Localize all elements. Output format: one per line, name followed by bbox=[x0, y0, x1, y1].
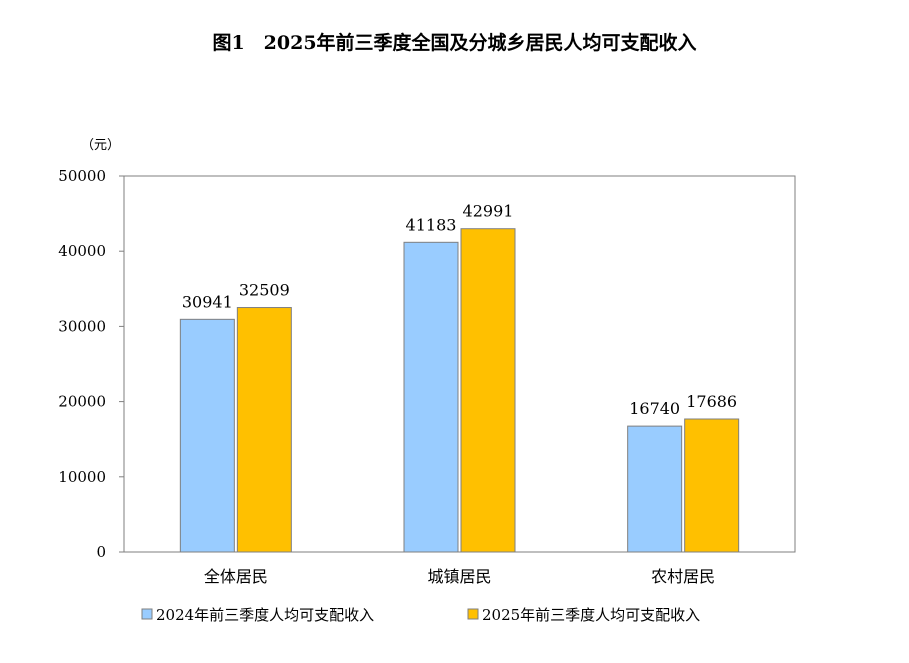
category-label: 全体居民 bbox=[204, 567, 268, 586]
bar-2024-0 bbox=[179, 318, 235, 553]
category-label: 农村居民 bbox=[651, 567, 715, 586]
category-labels-group: 全体居民 城镇居民 农村居民 bbox=[204, 567, 715, 586]
bar-value-label: 30941 bbox=[182, 292, 233, 311]
y-tick-label: 20000 bbox=[58, 393, 106, 411]
bar-2025-2 bbox=[684, 418, 740, 553]
category-label: 城镇居民 bbox=[427, 567, 491, 586]
data-labels-group: 30941 32509 41183 42991 16740 17686 bbox=[182, 202, 737, 418]
legend-swatch bbox=[141, 608, 153, 620]
y-tick-label: 10000 bbox=[58, 468, 106, 486]
bar-value-label: 17686 bbox=[686, 392, 737, 411]
legend-swatch bbox=[467, 608, 479, 620]
legend: 2024年前三季度人均可支配收入 2025年前三季度人均可支配收入 bbox=[141, 606, 700, 624]
legend-label: 2025年前三季度人均可支配收入 bbox=[482, 606, 700, 624]
bar-2024-1 bbox=[403, 241, 459, 553]
y-tick-label: 40000 bbox=[58, 242, 106, 260]
bar-2025-1 bbox=[460, 228, 516, 553]
y-tick-label: 30000 bbox=[58, 317, 106, 335]
bar-value-label: 32509 bbox=[239, 281, 290, 300]
chart-title: 图1 2025年前三季度全国及分城乡居民人均可支配收入 bbox=[212, 32, 697, 54]
plot-frame bbox=[123, 175, 796, 553]
bar-value-label: 42991 bbox=[463, 202, 514, 221]
y-tick-label: 50000 bbox=[58, 167, 106, 185]
bar-2024-2 bbox=[627, 425, 683, 553]
y-tick-label: 0 bbox=[96, 543, 106, 561]
legend-label: 2024年前三季度人均可支配收入 bbox=[156, 606, 374, 624]
y-axis-ticks: 0 10000 20000 30000 40000 50000 bbox=[58, 167, 124, 561]
y-axis-unit-label: （元） bbox=[81, 138, 120, 153]
bar-value-label: 16740 bbox=[629, 399, 680, 418]
bar-value-label: 41183 bbox=[406, 215, 457, 234]
bars-group bbox=[179, 228, 740, 553]
bar-2025-0 bbox=[236, 307, 292, 553]
